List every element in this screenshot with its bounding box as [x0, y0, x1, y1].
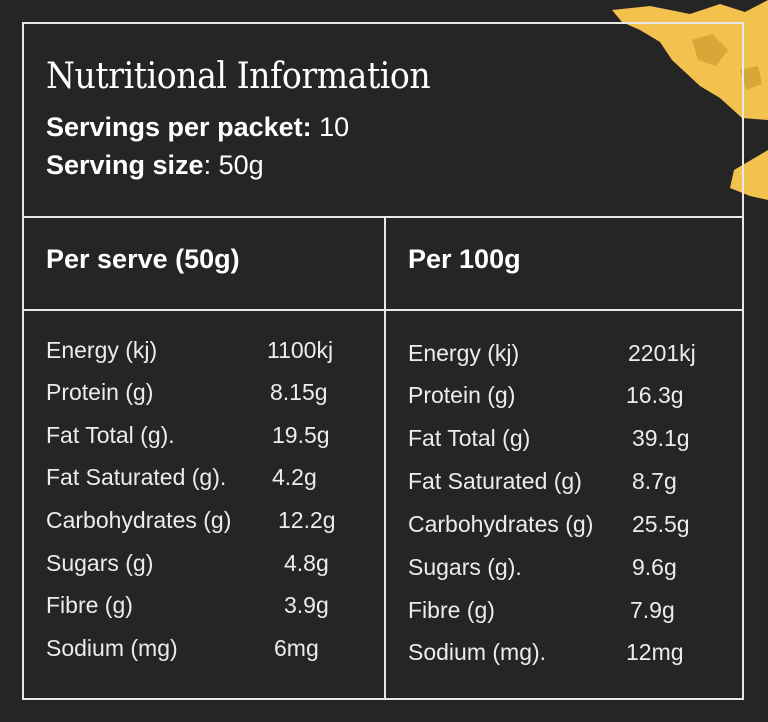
serve-row-value: 4.2g	[272, 464, 317, 490]
serve-row-label: Carbohydrates (g)	[46, 507, 232, 533]
serve-row-value: 3.9g	[284, 592, 329, 618]
serve-row-value: 19.5g	[272, 422, 330, 448]
per100-row-label: Carbohydrates (g)	[408, 511, 594, 537]
per100-row-label: Sugars (g).	[408, 554, 522, 580]
per100-row-value: 25.5g	[632, 511, 690, 537]
header-divider	[24, 216, 742, 218]
servings-label: Servings per packet:	[46, 112, 312, 142]
per100-row-value: 39.1g	[632, 425, 690, 451]
serve-row-label: Fat Total (g).	[46, 422, 175, 448]
column-header-per-100g: Per 100g	[408, 244, 521, 274]
serve-row-label: Protein (g)	[46, 379, 154, 405]
per100-row-label: Sodium (mg).	[408, 639, 547, 665]
nutrition-panel: Nutritional Information Servings per pac…	[22, 22, 744, 700]
per100-row-label: Fat Total (g)	[408, 425, 531, 451]
per100-row-value: 8.7g	[632, 468, 677, 494]
servings-per-packet: Servings per packet: 10	[46, 112, 349, 143]
per100-row-label: Protein (g)	[408, 382, 516, 408]
per100-row-label: Fibre (g)	[408, 597, 495, 623]
per100-row-value: 9.6g	[632, 554, 677, 580]
serve-row-value: 8.15g	[270, 379, 328, 405]
serve-row-value: 1100kj	[267, 337, 334, 363]
serve-row-label: Energy (kj)	[46, 337, 158, 363]
serve-row-label: Sodium (mg)	[46, 635, 178, 661]
per100-row-value: 12mg	[626, 639, 684, 665]
per100-row-label: Fat Saturated (g)	[408, 468, 582, 494]
serving-size-separator: :	[203, 150, 212, 180]
column-header-divider	[24, 309, 742, 311]
page-title: Nutritional Information	[46, 56, 431, 97]
per100-row-value: 7.9g	[630, 597, 675, 623]
serve-row-label: Sugars (g)	[46, 550, 154, 576]
per100-row-value: 2201kj	[628, 340, 696, 366]
column-divider	[384, 216, 386, 698]
serve-row-value: 6mg	[274, 635, 319, 661]
serve-row-label: Fat Saturated (g).	[46, 464, 227, 490]
serving-size: Serving size: 50g	[46, 150, 264, 181]
serving-size-value: 50g	[218, 150, 264, 180]
column-header-per-serve: Per serve (50g)	[46, 244, 240, 274]
serve-row-value: 4.8g	[284, 550, 329, 576]
per100-row-label: Energy (kj)	[408, 340, 520, 366]
serving-size-label: Serving size	[46, 150, 204, 180]
servings-value: 10	[319, 112, 350, 142]
serve-row-label: Fibre (g)	[46, 592, 133, 618]
per100-row-value: 16.3g	[626, 382, 684, 408]
serve-row-value: 12.2g	[278, 507, 336, 533]
